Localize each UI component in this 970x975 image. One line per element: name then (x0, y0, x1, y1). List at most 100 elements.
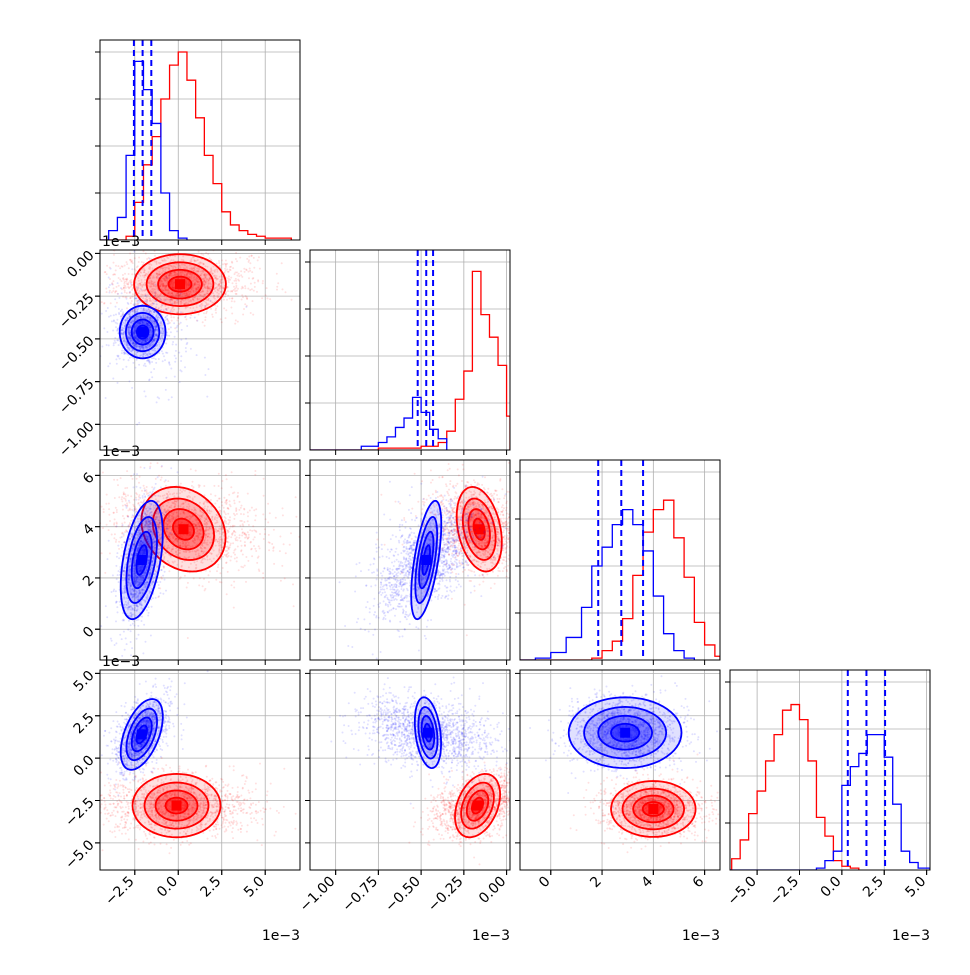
red-sample-point (268, 541, 270, 543)
red-sample-point (149, 403, 151, 405)
red-sample-point (103, 511, 105, 513)
red-sample-point (265, 294, 267, 296)
red-sample-point (96, 269, 98, 271)
red-sample-point (232, 282, 234, 284)
red-sample-point (218, 485, 220, 487)
red-sample-point (244, 544, 246, 546)
blue-sample-point (206, 396, 208, 398)
red-sample-point (228, 536, 230, 538)
red-sample-point (254, 286, 256, 288)
red-sample-point (244, 537, 246, 539)
blue-sample-point (165, 316, 167, 318)
red-sample-point (295, 516, 297, 518)
red-sample-point (129, 502, 131, 504)
blue-sample-point (194, 317, 196, 319)
blue-sample-point (121, 309, 123, 311)
red-sample-point (131, 260, 133, 262)
red-sample-point (126, 502, 128, 504)
red-sample-point (236, 271, 238, 273)
red-sample-point (254, 248, 256, 250)
panel-grid (310, 250, 510, 450)
blue-sample-point (125, 366, 127, 368)
red-sample-point (243, 268, 245, 270)
red-sample-point (268, 549, 270, 551)
blue-sample-point (107, 307, 109, 309)
red-sample-point (132, 262, 134, 264)
blue-sample-point (168, 323, 170, 325)
red-sample-point (186, 587, 188, 589)
red-sample-point (106, 265, 108, 267)
blue-sample-point (110, 268, 112, 270)
blue-sample-point (113, 344, 115, 346)
red-sample-point (138, 482, 140, 484)
red-sample-point (235, 293, 237, 295)
blue-sample-point (170, 331, 172, 333)
red-sample-point (127, 494, 129, 496)
blue-sample-point (116, 323, 118, 325)
blue-sample-point (166, 352, 168, 354)
red-sample-point (242, 554, 244, 556)
blue-sample-point (115, 358, 117, 360)
red-sample-point (235, 510, 237, 512)
red-sample-point (121, 498, 123, 500)
red-sample-point (126, 307, 128, 309)
red-sample-point (154, 255, 156, 257)
red-sample-point (235, 285, 237, 287)
blue-sample-point (93, 290, 95, 292)
red-sample-point (262, 577, 264, 579)
red-sample-point (90, 540, 92, 542)
red-sample-point (231, 313, 233, 315)
blue-sample-point (113, 319, 115, 321)
blue-sample-point (129, 291, 131, 293)
blue-sample-point (155, 362, 157, 364)
red-sample-point (244, 541, 246, 543)
red-sample-point (221, 505, 223, 507)
red-sample-point (236, 560, 238, 562)
red-sample-point (249, 510, 251, 512)
blue-sample-point (131, 387, 133, 389)
red-sample-point (128, 267, 130, 269)
red-sample-point (266, 287, 268, 289)
red-sample-point (241, 520, 243, 522)
blue-sample-point (135, 367, 137, 369)
blue-sample-point (155, 306, 157, 308)
red-sample-point (248, 277, 250, 279)
blue-sample-point (118, 312, 120, 314)
red-sample-point (228, 494, 230, 496)
red-sample-point (282, 507, 284, 509)
red-sample-point (252, 314, 254, 316)
red-sample-point (235, 319, 237, 321)
red-sample-point (323, 541, 325, 543)
blue-sample-point (79, 320, 81, 322)
red-sample-point (250, 542, 252, 544)
blue-sample-point (108, 286, 110, 288)
red-sample-point (171, 320, 173, 322)
red-sample-point (190, 314, 192, 316)
blue-sample-point (166, 520, 168, 522)
red-sample-point (208, 581, 210, 583)
red-sample-point (113, 287, 115, 289)
blue-sample-point (166, 338, 168, 340)
blue-sample-point (109, 284, 111, 286)
red-sample-point (160, 576, 162, 578)
blue-sample-point (185, 351, 187, 353)
red-sample-point (101, 552, 103, 554)
blue-sample-point (176, 330, 178, 332)
blue-sample-point (121, 315, 123, 317)
red-sample-point (282, 514, 284, 516)
red-sample-point (276, 286, 278, 288)
blue-sample-point (124, 352, 126, 354)
red-sample-point (222, 263, 224, 265)
red-sample-point (255, 550, 257, 552)
red-sample-point (126, 292, 128, 294)
blue-sample-point (157, 308, 159, 310)
red-sample-point (149, 466, 151, 468)
red-sample-point (231, 291, 233, 293)
red-sample-point (225, 293, 227, 295)
blue-sample-point (179, 381, 181, 383)
red-sample-point (101, 301, 103, 303)
red-sample-point (256, 291, 258, 293)
red-sample-point (208, 574, 210, 576)
red-sample-point (223, 307, 225, 309)
